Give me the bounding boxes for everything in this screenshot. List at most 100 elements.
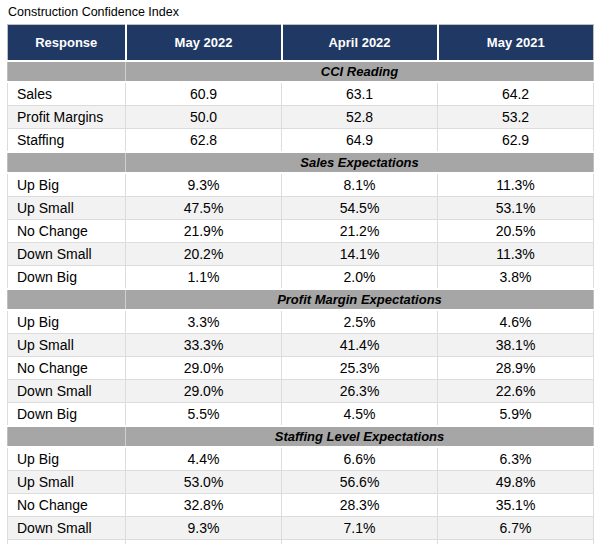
value-cell: 29.0% xyxy=(126,357,282,380)
row-label: Up Small xyxy=(8,471,126,494)
table-row: No Change32.8%28.3%35.1% xyxy=(8,494,594,517)
table-row: Up Big9.3%8.1%11.3% xyxy=(8,173,594,197)
section-title: Profit Margin Expectations xyxy=(126,289,594,310)
value-cell: 1.1% xyxy=(126,266,282,290)
value-cell: 53.0% xyxy=(126,471,282,494)
column-header-may-2021: May 2021 xyxy=(438,25,594,62)
value-cell: 53.2 xyxy=(438,106,594,129)
column-header-april-2022: April 2022 xyxy=(282,25,438,62)
value-cell: 3.8% xyxy=(438,266,594,290)
value-cell: 5.5% xyxy=(126,403,282,427)
table-row: Sales60.963.164.2 xyxy=(8,82,594,106)
section-header-row: Staffing Level Expectations xyxy=(8,426,594,447)
value-cell: 14.1% xyxy=(282,243,438,266)
value-cell: 52.8 xyxy=(282,106,438,129)
chart-title: Construction Confidence Index xyxy=(7,3,594,24)
row-label: Up Big xyxy=(8,310,126,334)
section-blank-cell xyxy=(8,61,126,82)
table-row: Down Small9.3%7.1%6.7% xyxy=(8,517,594,540)
row-label: Down Small xyxy=(8,380,126,403)
value-cell: 29.0% xyxy=(126,380,282,403)
column-header-row: Response May 2022 April 2022 May 2021 xyxy=(8,25,594,62)
section-header-row: CCI Reading xyxy=(8,61,594,82)
value-cell: 21.9% xyxy=(126,220,282,243)
row-label: Profit Margins xyxy=(8,106,126,129)
value-cell: 8.1% xyxy=(282,173,438,197)
value-cell: 64.2 xyxy=(438,82,594,106)
value-cell: 5.9% xyxy=(438,403,594,427)
table-row: Profit Margins50.052.853.2 xyxy=(8,106,594,129)
value-cell: 38.1% xyxy=(438,334,594,357)
table-row: Staffing62.864.962.9 xyxy=(8,129,594,153)
row-label: Staffing xyxy=(8,129,126,153)
cci-table: Response May 2022 April 2022 May 2021 CC… xyxy=(7,24,594,544)
table-row: Down Small20.2%14.1%11.3% xyxy=(8,243,594,266)
table-row: Up Big4.4%6.6%6.3% xyxy=(8,447,594,471)
value-cell: 3.3% xyxy=(126,310,282,334)
table-row: Up Small53.0%56.6%49.8% xyxy=(8,471,594,494)
row-label: No Change xyxy=(8,494,126,517)
section-blank-cell xyxy=(8,289,126,310)
value-cell: 32.8% xyxy=(126,494,282,517)
table-row: Up Small47.5%54.5%53.1% xyxy=(8,197,594,220)
value-cell: 22.6% xyxy=(438,380,594,403)
value-cell: 53.1% xyxy=(438,197,594,220)
value-cell: 0.5% xyxy=(126,540,282,544)
value-cell: 11.3% xyxy=(438,243,594,266)
table-row: Down Small29.0%26.3%22.6% xyxy=(8,380,594,403)
value-cell: 4.6% xyxy=(438,310,594,334)
value-cell: 56.6% xyxy=(282,471,438,494)
column-header-may-2022: May 2022 xyxy=(126,25,282,62)
table-row: Down Big5.5%4.5%5.9% xyxy=(8,403,594,427)
value-cell: 2.0% xyxy=(282,266,438,290)
value-cell: 9.3% xyxy=(126,517,282,540)
value-cell: 47.5% xyxy=(126,197,282,220)
table-row: Up Small33.3%41.4%38.1% xyxy=(8,334,594,357)
row-label: Up Big xyxy=(8,447,126,471)
section-header-row: Profit Margin Expectations xyxy=(8,289,594,310)
value-cell: 4.5% xyxy=(282,403,438,427)
value-cell: 9.3% xyxy=(126,173,282,197)
section-title: Staffing Level Expectations xyxy=(126,426,594,447)
value-cell: 62.9 xyxy=(438,129,594,153)
value-cell: 7.1% xyxy=(282,517,438,540)
row-label: Down Small xyxy=(8,243,126,266)
table-row: Down Big0.5%1.5%2.1% xyxy=(8,540,594,544)
value-cell: 28.3% xyxy=(282,494,438,517)
table-row: Up Big3.3%2.5%4.6% xyxy=(8,310,594,334)
value-cell: 4.4% xyxy=(126,447,282,471)
section-title: CCI Reading xyxy=(126,61,594,82)
row-label: Down Small xyxy=(8,517,126,540)
value-cell: 60.9 xyxy=(126,82,282,106)
table-row: No Change29.0%25.3%28.9% xyxy=(8,357,594,380)
value-cell: 11.3% xyxy=(438,173,594,197)
value-cell: 20.5% xyxy=(438,220,594,243)
value-cell: 20.2% xyxy=(126,243,282,266)
row-label: Up Small xyxy=(8,334,126,357)
value-cell: 62.8 xyxy=(126,129,282,153)
value-cell: 6.6% xyxy=(282,447,438,471)
column-header-response: Response xyxy=(8,25,126,62)
value-cell: 6.7% xyxy=(438,517,594,540)
value-cell: 6.3% xyxy=(438,447,594,471)
page: Construction Confidence Index Response M… xyxy=(0,0,600,544)
value-cell: 41.4% xyxy=(282,334,438,357)
table-row: Down Big1.1%2.0%3.8% xyxy=(8,266,594,290)
row-label: Down Big xyxy=(8,403,126,427)
row-label: Down Big xyxy=(8,540,126,544)
value-cell: 50.0 xyxy=(126,106,282,129)
table-row: No Change21.9%21.2%20.5% xyxy=(8,220,594,243)
value-cell: 21.2% xyxy=(282,220,438,243)
value-cell: 26.3% xyxy=(282,380,438,403)
value-cell: 64.9 xyxy=(282,129,438,153)
section-header-row: Sales Expectations xyxy=(8,152,594,173)
section-blank-cell xyxy=(8,152,126,173)
value-cell: 28.9% xyxy=(438,357,594,380)
section-blank-cell xyxy=(8,426,126,447)
row-label: Down Big xyxy=(8,266,126,290)
row-label: Sales xyxy=(8,82,126,106)
section-title: Sales Expectations xyxy=(126,152,594,173)
row-label: Up Big xyxy=(8,173,126,197)
value-cell: 25.3% xyxy=(282,357,438,380)
value-cell: 33.3% xyxy=(126,334,282,357)
